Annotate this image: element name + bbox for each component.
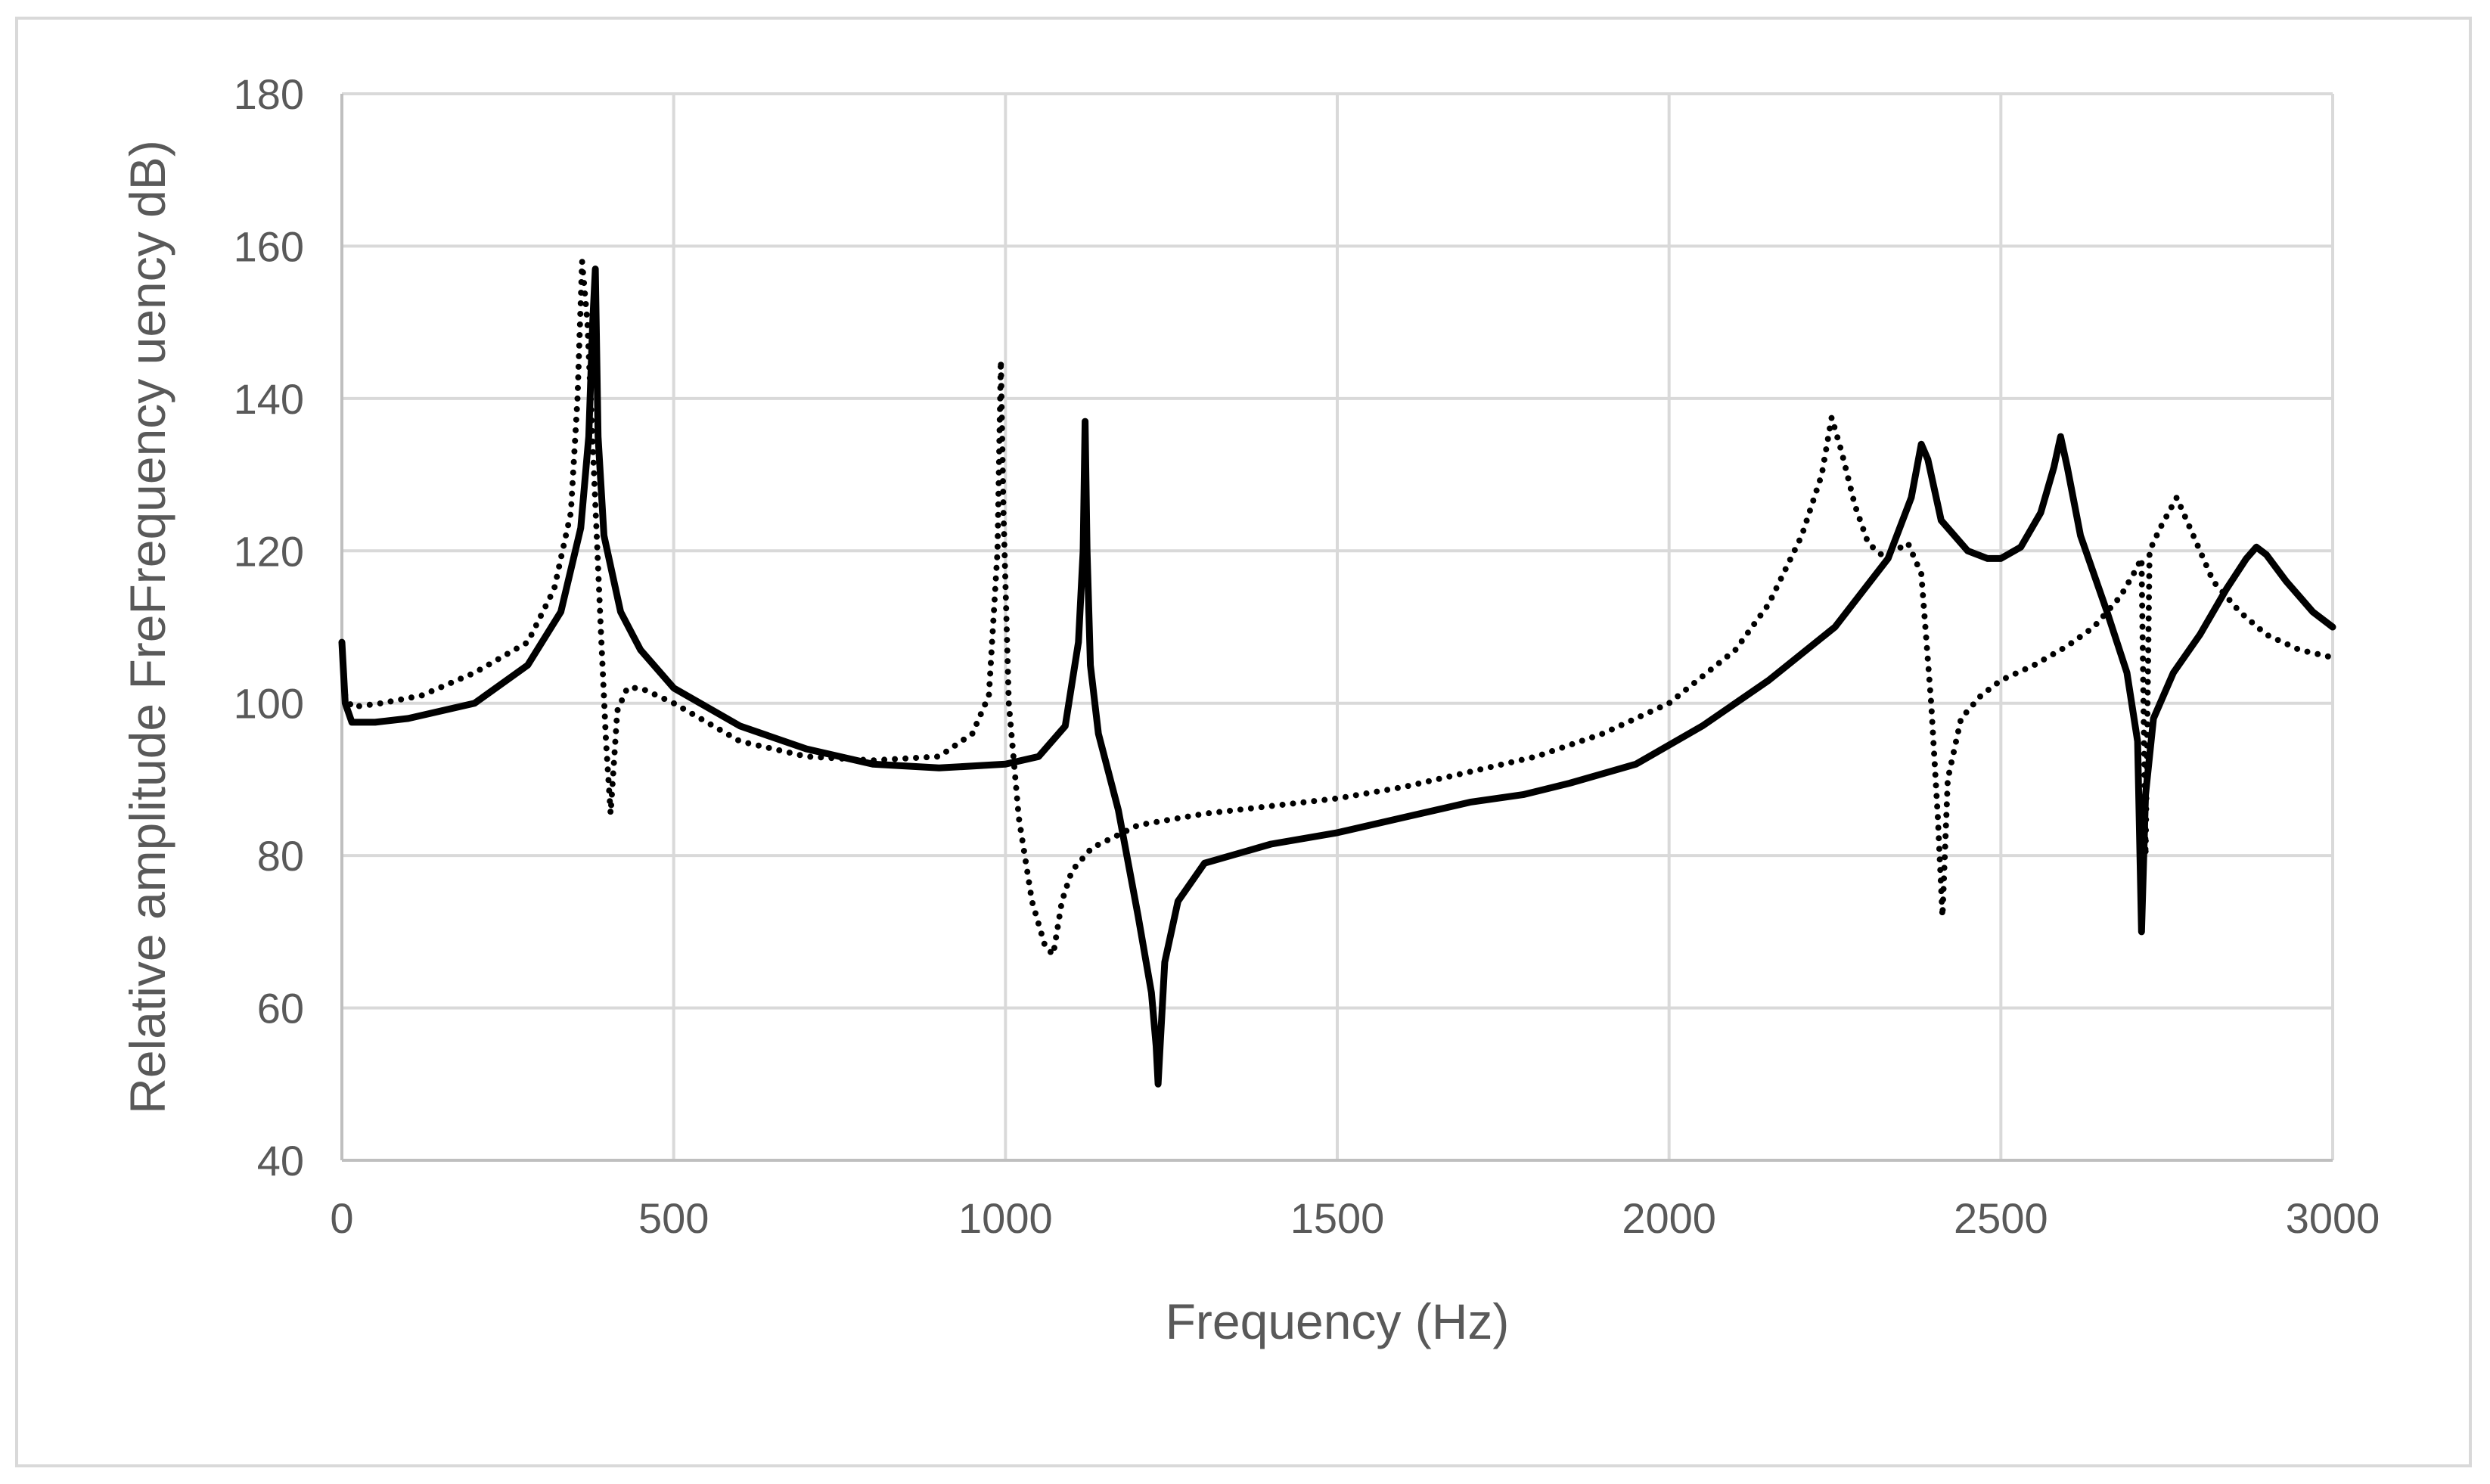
vertical-gridlines bbox=[672, 94, 2334, 1160]
x-tick-label: 3000 bbox=[2286, 1194, 2380, 1242]
x-tick-label: 1000 bbox=[958, 1194, 1053, 1242]
x-tick-label: 0 bbox=[330, 1194, 353, 1242]
y-tick-label: 160 bbox=[234, 222, 304, 270]
x-tick-label: 500 bbox=[638, 1194, 709, 1242]
y-tick-label: 100 bbox=[234, 680, 304, 728]
series-solid-line bbox=[338, 265, 2336, 1088]
y-axis-title: Relative amplitude FreFrequency uency dB… bbox=[120, 140, 175, 1114]
chart-frame bbox=[15, 17, 2472, 1467]
y-tick-label: 120 bbox=[234, 527, 304, 575]
series-dotted-line bbox=[339, 258, 2336, 958]
x-tick-label: 2500 bbox=[1954, 1194, 2048, 1242]
y-axis-tick-labels: 40 60 80 100 120 140 160 180 bbox=[234, 70, 304, 1184]
y-tick-label: 40 bbox=[257, 1137, 304, 1184]
y-tick-label: 140 bbox=[234, 375, 304, 423]
x-axis-tick-labels: 0 500 1000 1500 2000 2500 3000 bbox=[330, 1194, 2380, 1242]
series-layer bbox=[338, 258, 2336, 1088]
x-tick-label: 1500 bbox=[1290, 1194, 1385, 1242]
x-axis-title: Frequency (Hz) bbox=[1166, 1293, 1510, 1349]
x-tick-label: 2000 bbox=[1622, 1194, 1716, 1242]
y-tick-label: 60 bbox=[257, 985, 304, 1032]
y-tick-label: 180 bbox=[234, 70, 304, 118]
y-tick-label: 80 bbox=[257, 832, 304, 880]
